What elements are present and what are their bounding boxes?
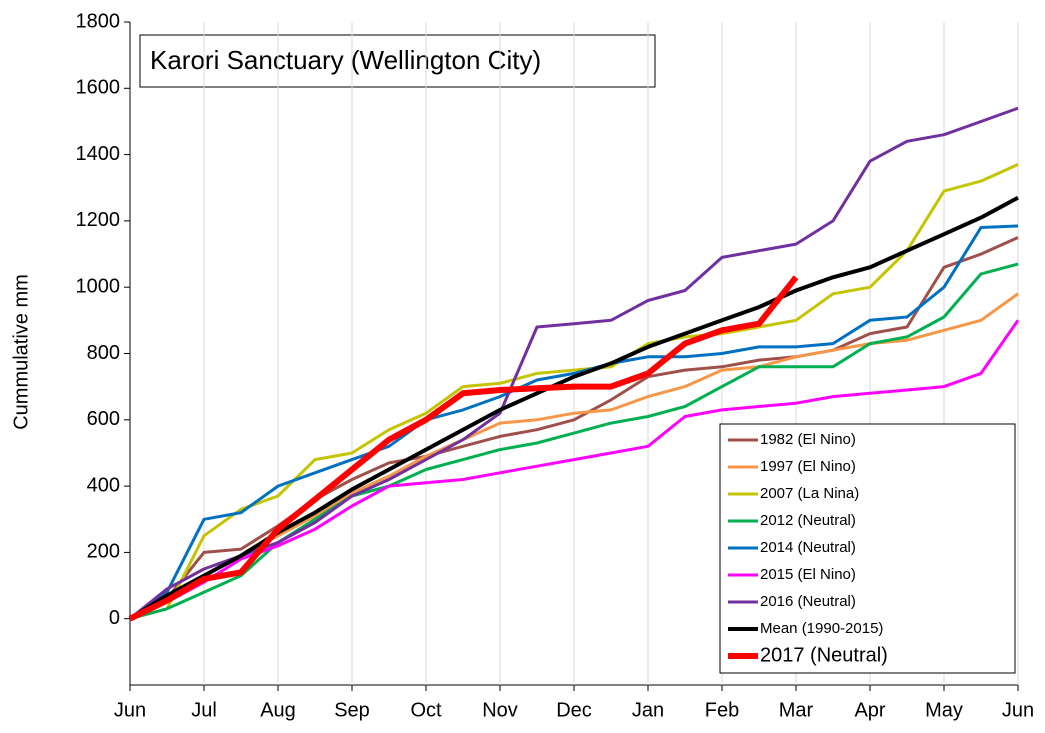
y-tick-label: 1000 xyxy=(76,275,121,297)
legend-label: 2016 (Neutral) xyxy=(760,593,856,610)
legend-box xyxy=(719,423,1016,674)
x-tick-label: Sep xyxy=(334,699,370,721)
y-tick-label: 200 xyxy=(87,541,120,563)
x-tick-label: May xyxy=(925,699,963,721)
x-tick-label: Jun xyxy=(1002,699,1034,721)
legend-label: 1997 (El Nino) xyxy=(760,458,856,475)
x-tick-label: Oct xyxy=(410,699,442,721)
x-tick-label: Apr xyxy=(854,699,885,721)
legend-label: 1982 (El Nino) xyxy=(760,431,856,448)
chart-title: Karori Sanctuary (Wellington City) xyxy=(150,45,541,75)
series-line xyxy=(129,319,1020,621)
legend-label: 2014 (Neutral) xyxy=(760,539,856,556)
y-tick-label: 0 xyxy=(109,607,120,629)
y-tick-label: 1600 xyxy=(76,77,121,99)
x-tick-label: Jan xyxy=(632,699,664,721)
x-tick-label: Aug xyxy=(260,699,296,721)
series-line xyxy=(129,106,1019,620)
x-tick-label: Jul xyxy=(191,699,217,721)
y-tick-label: 1200 xyxy=(76,209,121,231)
x-tick-label: Nov xyxy=(482,699,518,721)
y-tick-label: 400 xyxy=(87,474,120,496)
legend-label: 2012 (Neutral) xyxy=(760,512,856,529)
series-line xyxy=(128,275,799,622)
y-tick-label: 1400 xyxy=(76,143,121,165)
series-line xyxy=(129,163,1019,621)
y-tick-label: 1800 xyxy=(76,10,121,32)
legend-label: 2007 (La Nina) xyxy=(760,485,859,502)
x-tick-label: Dec xyxy=(556,699,592,721)
y-axis-label: Cummulative mm xyxy=(10,274,32,430)
title-box xyxy=(139,34,656,88)
legend-label: 2015 (El Nino) xyxy=(760,566,856,583)
series-line xyxy=(129,224,1019,620)
y-tick-label: 600 xyxy=(87,408,120,430)
y-tick-label: 800 xyxy=(87,342,120,364)
legend-label: 2017 (Neutral) xyxy=(760,644,888,666)
legend-label: Mean (1990-2015) xyxy=(760,620,883,637)
x-tick-label: Feb xyxy=(705,699,739,721)
x-tick-label: Jun xyxy=(114,699,146,721)
x-tick-label: Mar xyxy=(779,699,814,721)
